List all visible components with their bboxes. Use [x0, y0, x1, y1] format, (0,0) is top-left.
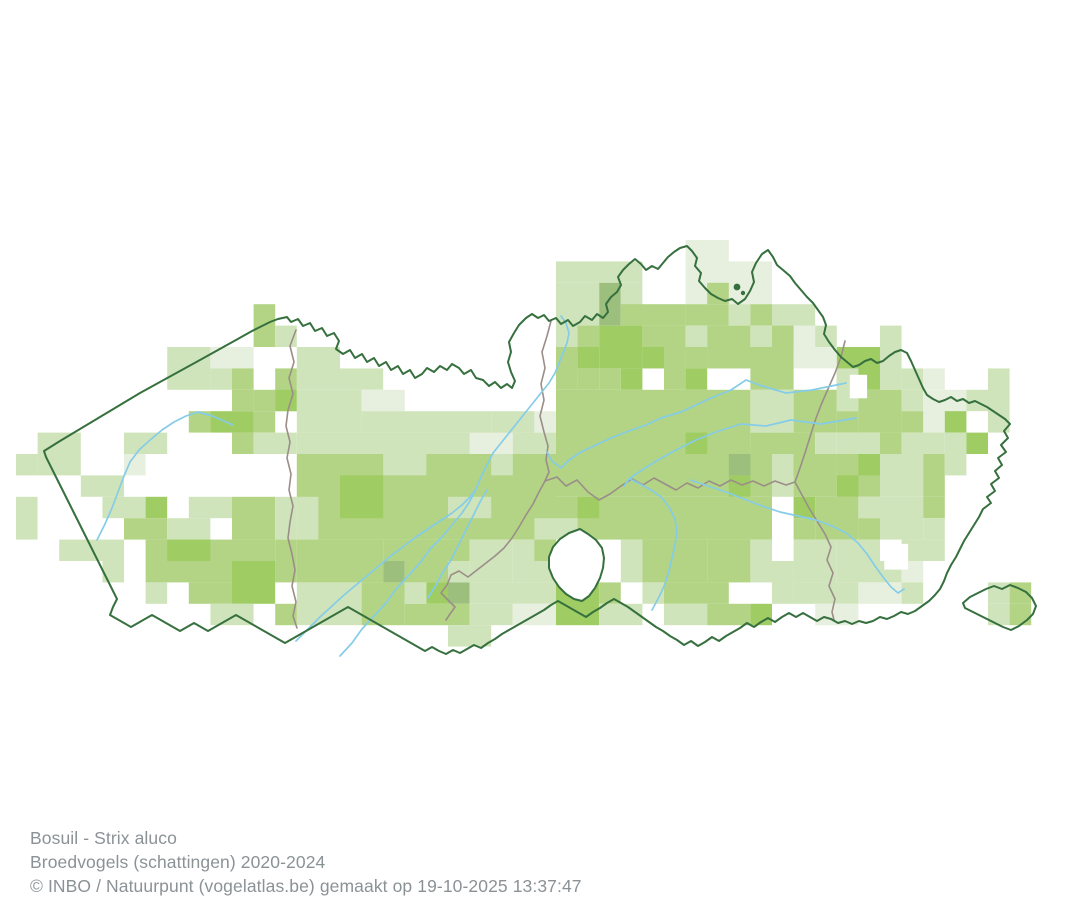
copyright-line: © INBO / Natuurpunt (vogelatlas.be) gema…: [30, 876, 582, 896]
brussels-enclave-hole: [548, 528, 605, 602]
rivers-layer: [96, 315, 905, 657]
flanders-outline: [43, 245, 1011, 655]
voeren-exclave-outline: [962, 584, 1037, 631]
province-borders-layer: [285, 320, 846, 629]
survey-subtitle: Broedvogels (schattingen) 2020-2024: [30, 852, 326, 872]
map-caption: Bosuil - Strix aluco Broedvogels (schatt…: [30, 826, 582, 898]
grid-cells-layer: [16, 240, 1032, 647]
species-title: Bosuil - Strix aluco: [30, 828, 177, 848]
baarle-hertog-marker: [733, 283, 746, 296]
